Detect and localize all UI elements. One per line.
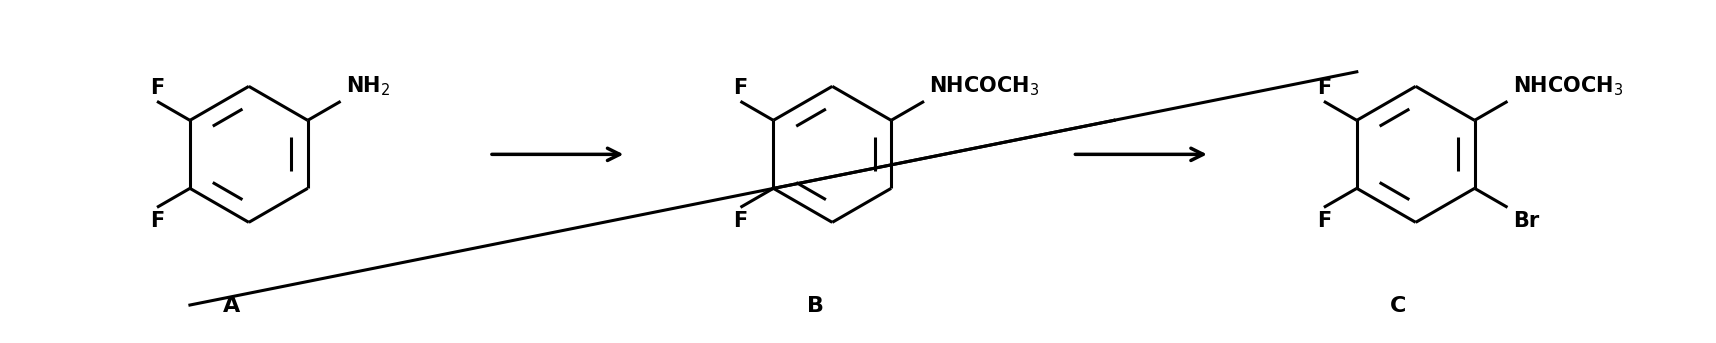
- Text: F: F: [149, 212, 165, 232]
- Text: F: F: [733, 78, 748, 98]
- Text: A: A: [223, 296, 240, 316]
- Text: NH$_2$: NH$_2$: [345, 74, 390, 98]
- Text: F: F: [733, 212, 748, 232]
- Text: NHCOCH$_3$: NHCOCH$_3$: [1512, 74, 1623, 98]
- Text: NHCOCH$_3$: NHCOCH$_3$: [928, 74, 1040, 98]
- Text: F: F: [1316, 78, 1332, 98]
- Text: F: F: [1316, 212, 1332, 232]
- Text: F: F: [149, 78, 165, 98]
- Text: Br: Br: [1512, 212, 1539, 232]
- Text: C: C: [1390, 296, 1407, 316]
- Text: B: B: [807, 296, 824, 316]
